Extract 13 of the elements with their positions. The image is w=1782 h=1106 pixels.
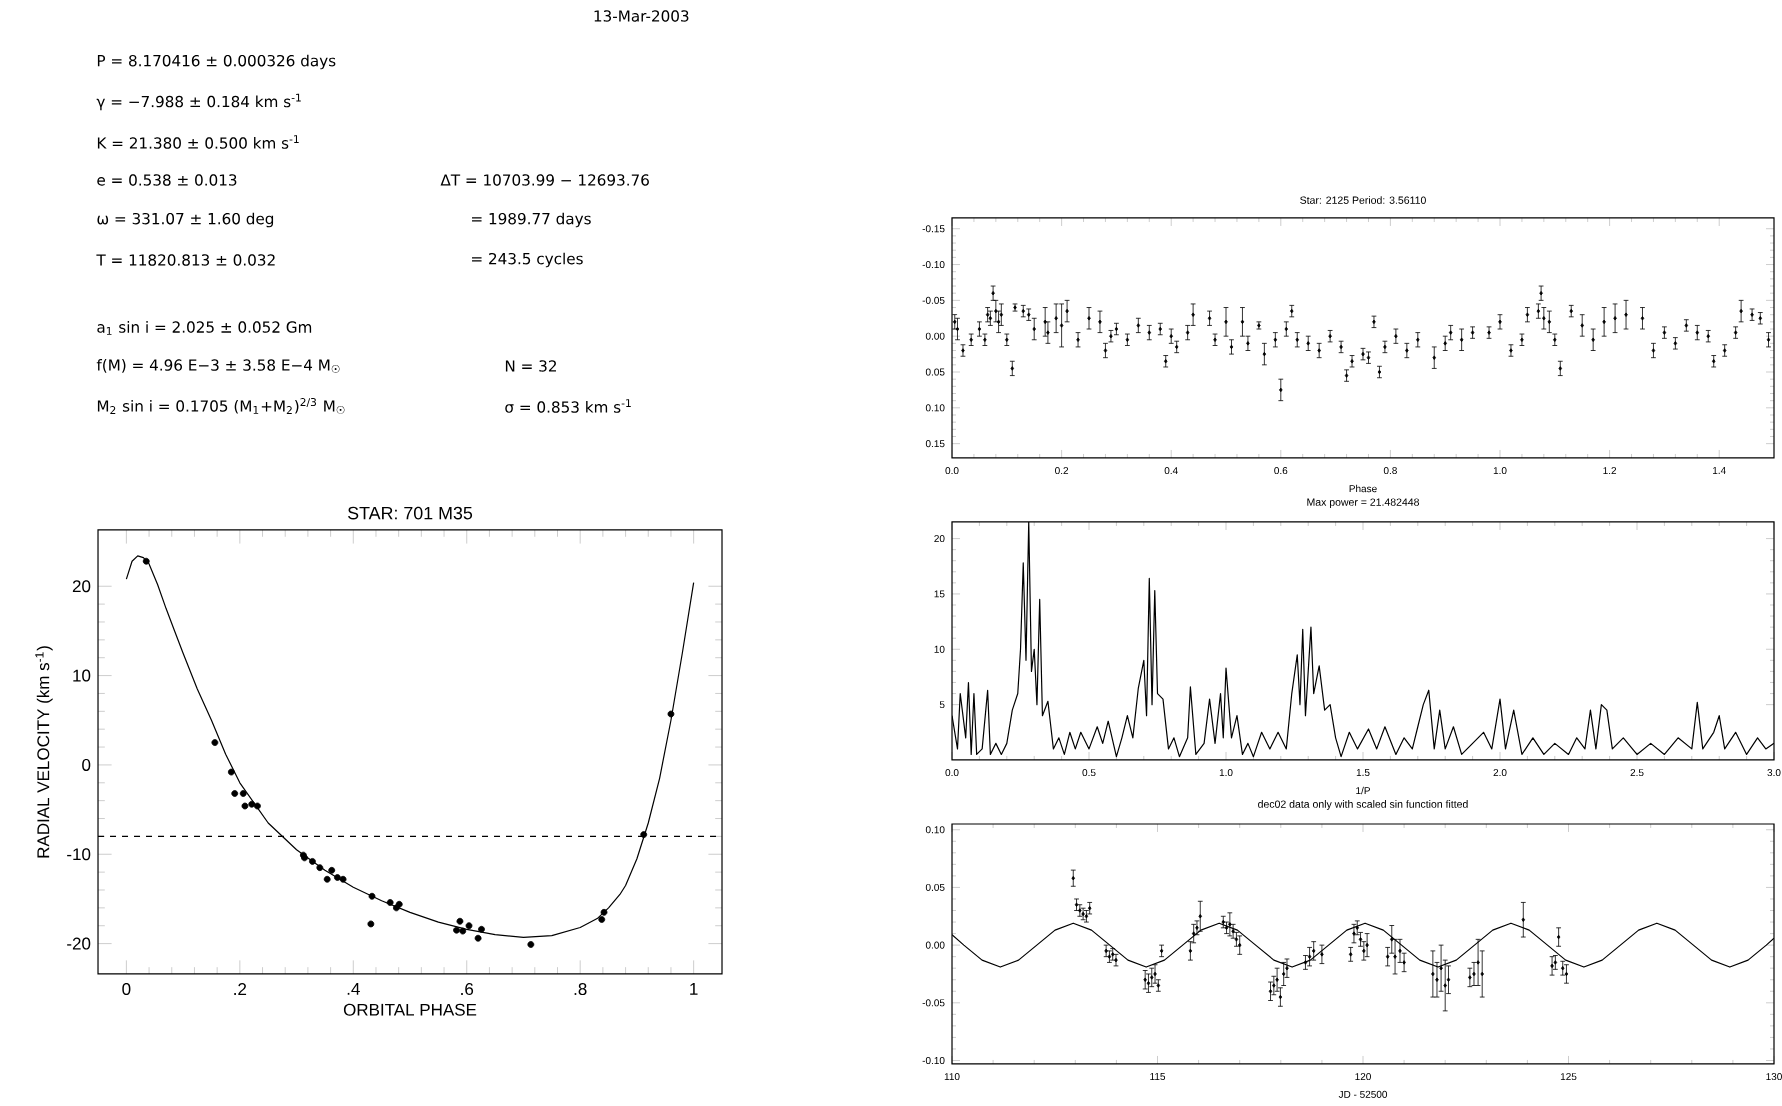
x-tick-label: 0 (122, 983, 131, 996)
y-tick-label: 20 (72, 580, 91, 593)
y-axis-title: RADIAL VELOCITY (km s$^{-1}$) (35, 646, 53, 858)
x-tick-label: .4 (347, 983, 360, 995)
chart-title: STAR: 701 M35 (348, 506, 473, 520)
y-tick-label: -20 (67, 937, 91, 950)
x-tick-label: .2 (234, 983, 247, 995)
x-tick-label: .8 (574, 983, 587, 996)
x-axis-title: ORBITAL PHASE (343, 1003, 477, 1016)
x-tick-label: .6 (461, 983, 474, 996)
y-tick-label: -10 (67, 848, 91, 861)
y-tick-label: 10 (73, 669, 91, 682)
x-tick-label: 1 (690, 983, 698, 995)
